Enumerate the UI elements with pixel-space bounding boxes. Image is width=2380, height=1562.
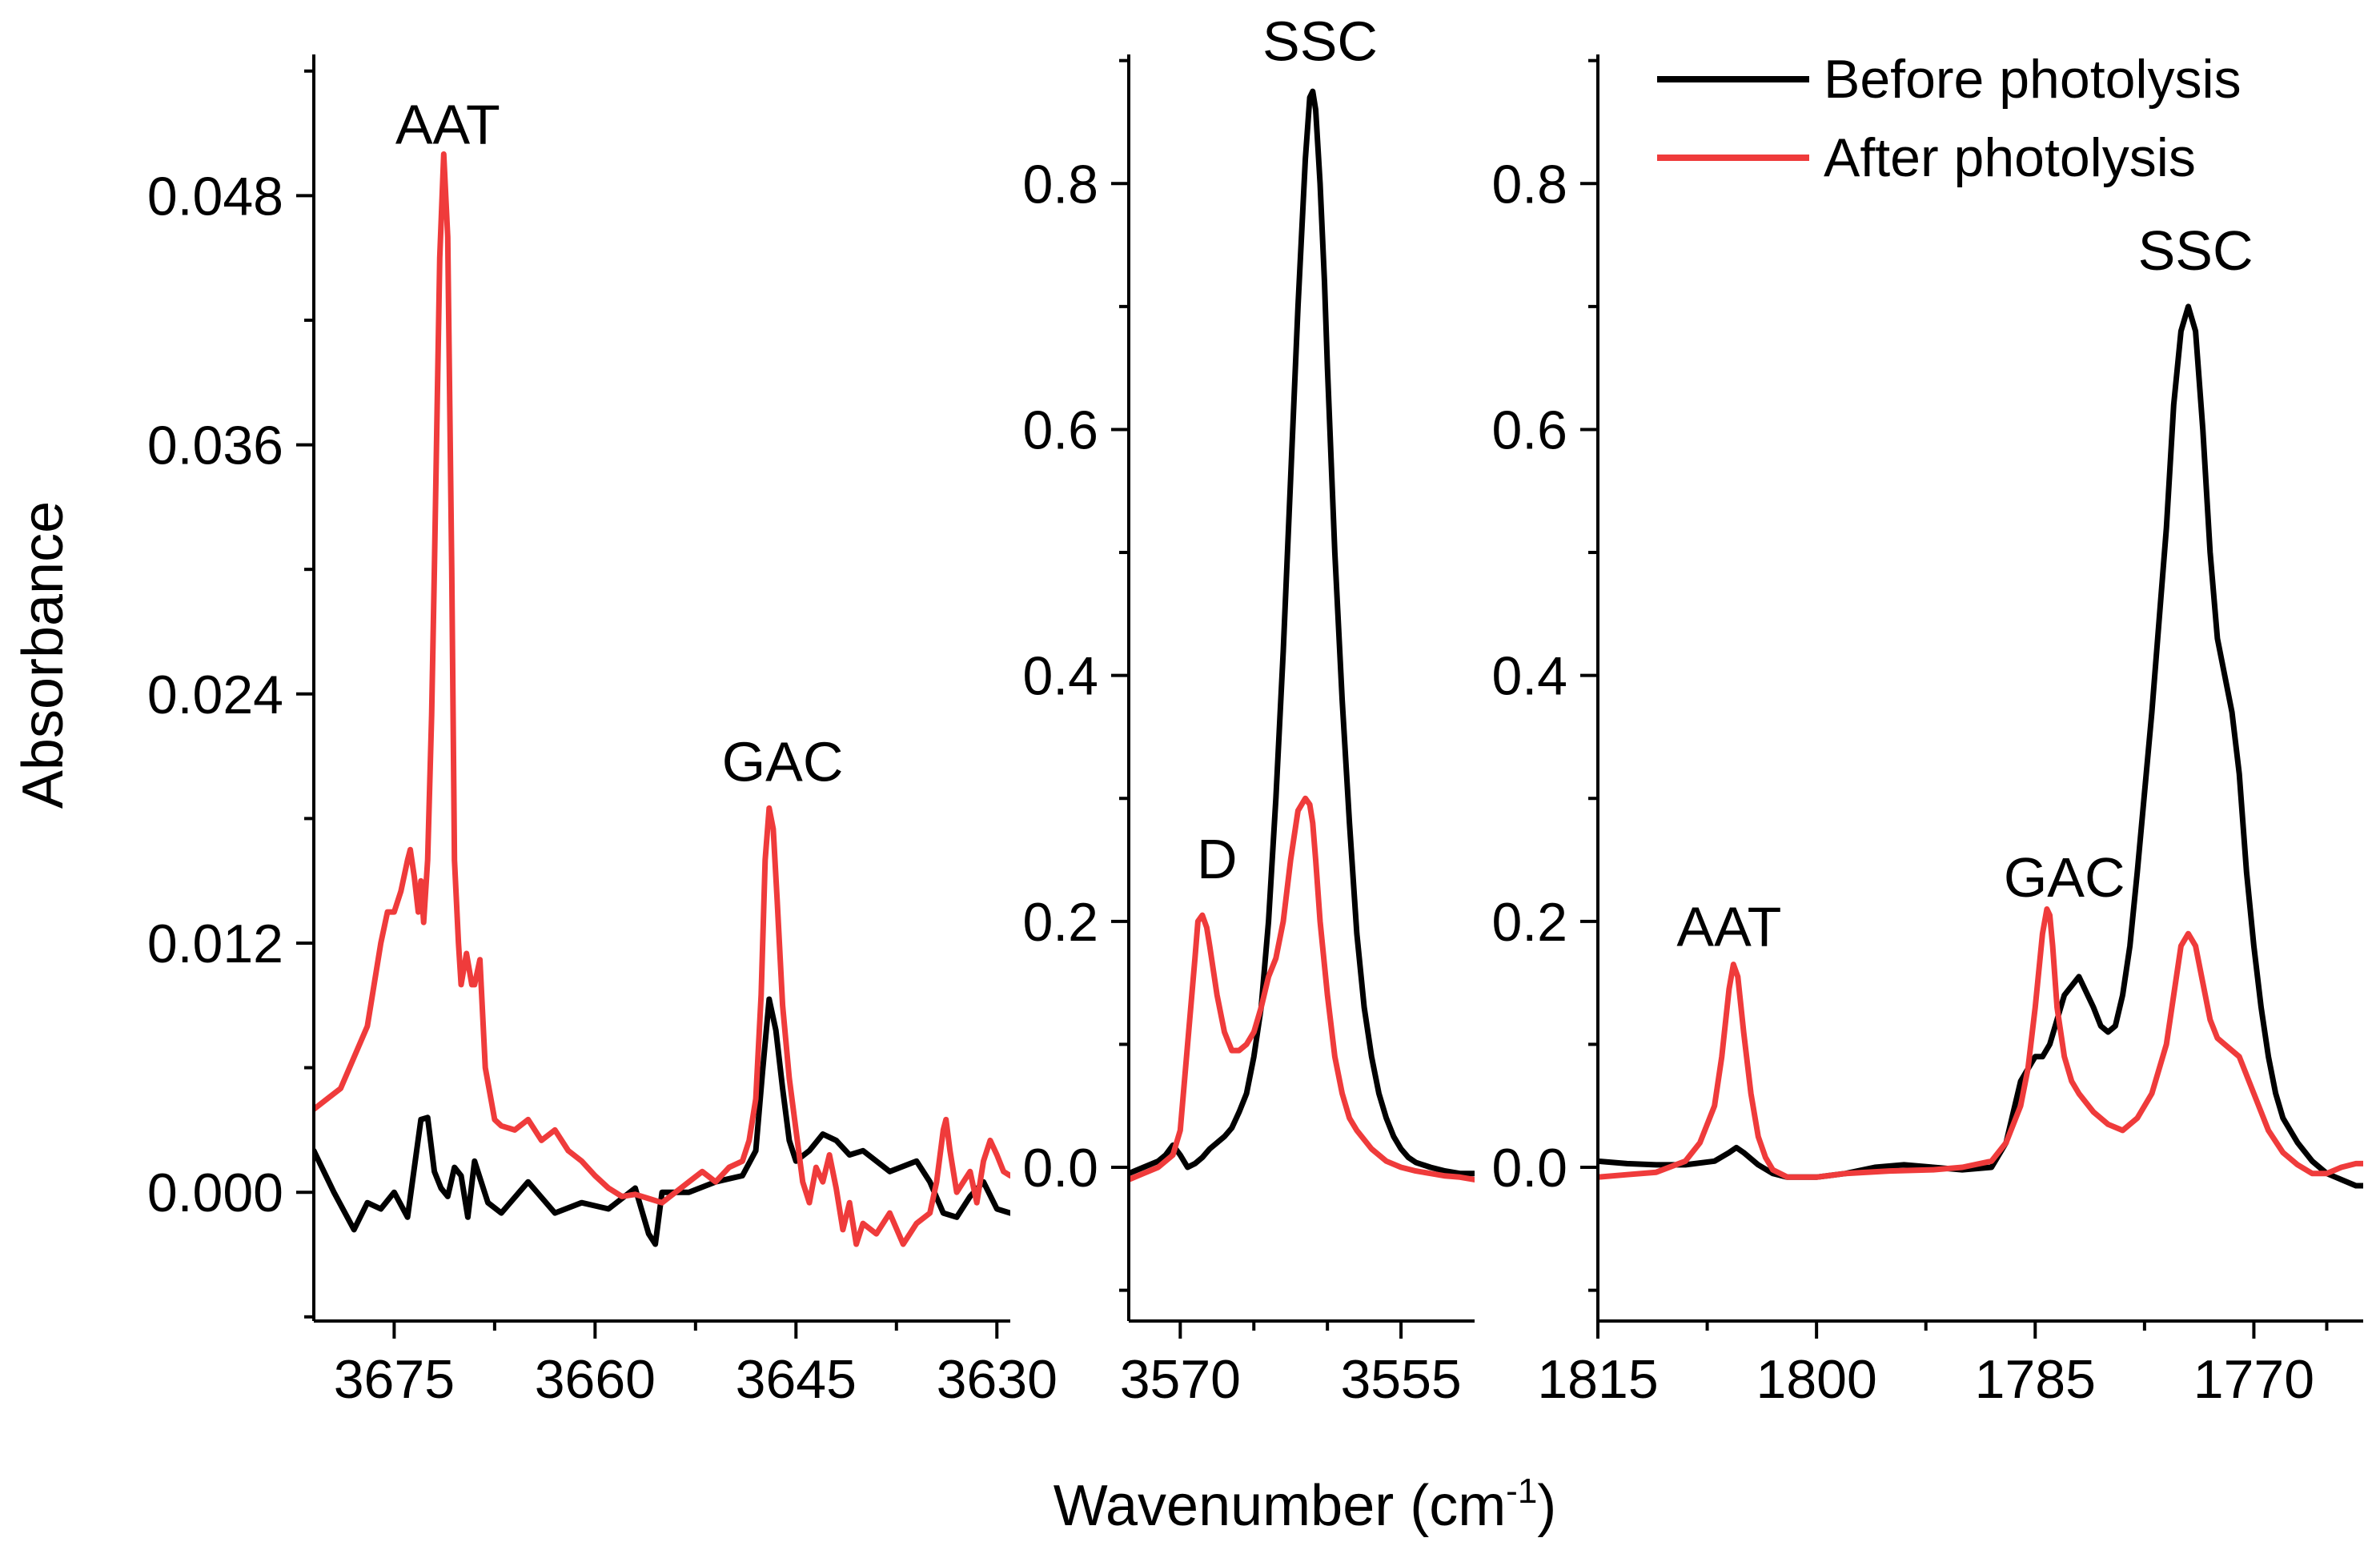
panel-3-x-tick-label: 1785 [1975,1349,2096,1410]
panel-3-series-before [1598,303,2363,1189]
panel-3-x-tick-label: 1800 [1756,1349,1877,1410]
panel-1-x-tick-label: 3675 [334,1349,455,1410]
panel-2-annotation-d: D [1197,828,1238,890]
panel-2-y-tick-label: 0.6 [1022,400,1098,460]
panel-2: 0.0 0.2 0.4 0.6 0.8 3570 3555 SSC D [1022,10,1475,1410]
panel-1-series-after [314,151,1010,1247]
panel-1-y-tick-label: 0.000 [147,1162,283,1223]
panel-1-x-tick-label: 3660 [535,1349,656,1410]
panel-1-x-tick-label: 3630 [937,1349,1058,1410]
panel-2-y-tick-label: 0.8 [1022,154,1098,215]
legend: Before photolysis After photolysis [1657,49,2242,188]
legend-label-before: Before photolysis [1824,49,2242,110]
panel-3-x-tick-label: 1770 [2193,1349,2314,1410]
panel-1-annotation-gac: GAC [722,731,844,793]
panel-2-series-before [1129,88,1475,1177]
panel-2-y-tick-label: 0.0 [1022,1138,1098,1199]
panel-1-annotation-aat: AAT [395,94,500,156]
panel-2-x-tick-label: 3570 [1120,1349,1241,1410]
x-axis-title-close: ) [1537,1474,1556,1538]
panel-1-y-tick-label: 0.036 [147,416,283,476]
panel-2-y-tick-label: 0.2 [1022,892,1098,953]
x-axis-title: Wavenumber (cm-1) [1054,1472,1557,1538]
panel-1-y-tick-label: 0.012 [147,914,283,974]
chart-panels: 0.000 0.012 0.024 0.036 0.048 3675 3660 3645 363… [147,10,2363,1410]
panel-1-series-before [314,996,1010,1247]
panel-2-series-after [1129,795,1475,1183]
panel-2-y-tick-label: 0.4 [1022,646,1098,707]
panel-2-x-tick-label: 3555 [1340,1349,1461,1410]
panel-3-y-tick-label: 0.4 [1491,646,1567,707]
panel-1-x-tick-label: 3645 [736,1349,857,1410]
panel-3-y-tick-label: 0.0 [1491,1138,1567,1199]
panel-3: 0.0 0.2 0.4 0.6 0.8 1815 1800 1785 1770 AAT GAC SSC [1491,54,2363,1410]
legend-label-after: After photolysis [1824,127,2196,188]
panel-3-annotation-aat: AAT [1676,896,1781,958]
panel-3-annotation-ssc: SSC [2138,219,2254,282]
panel-3-annotation-gac: GAC [2004,846,2125,909]
panel-3-y-tick-label: 0.8 [1491,154,1567,215]
y-axis-title: Absorbance [11,501,75,809]
panel-3-y-tick-label: 0.6 [1491,400,1567,460]
panel-1-y-tick-label: 0.048 [147,166,283,227]
panel-1-y-tick-label: 0.024 [147,665,283,725]
x-axis-title-superscript: -1 [1506,1472,1537,1511]
panel-1: 0.000 0.012 0.024 0.036 0.048 3675 3660 3645 363… [147,54,1058,1410]
panel-3-x-tick-label: 1815 [1537,1349,1658,1410]
x-axis-title-main: Wavenumber (cm [1054,1474,1506,1538]
panel-2-annotation-ssc: SSC [1262,10,1378,73]
panel-3-y-tick-label: 0.2 [1491,892,1567,953]
panel-3-series-after [1598,906,2363,1180]
